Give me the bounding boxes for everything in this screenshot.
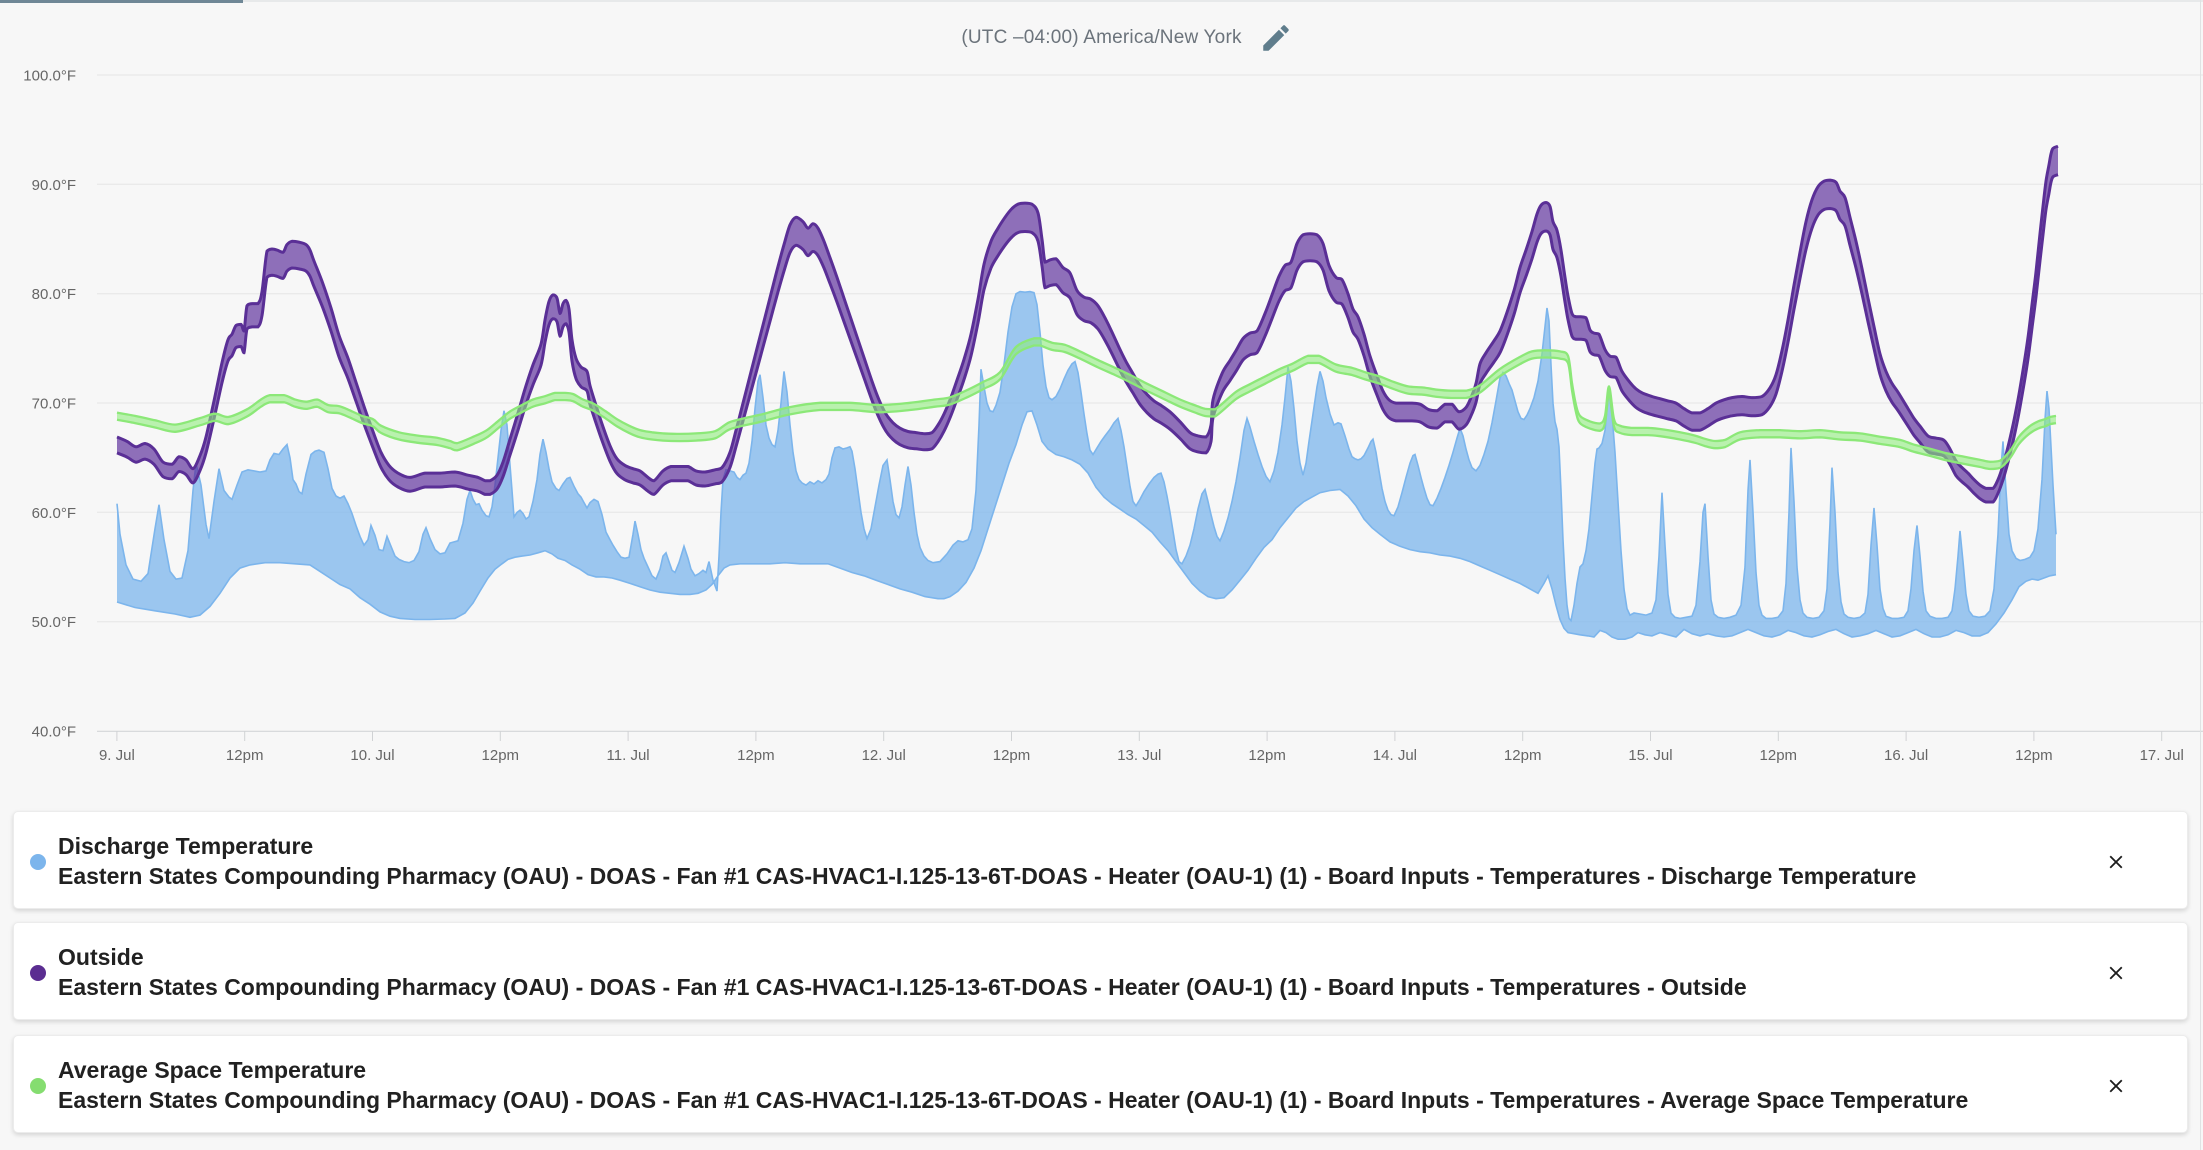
svg-text:50.0°F: 50.0°F <box>32 614 76 631</box>
svg-text:10. Jul: 10. Jul <box>350 747 394 764</box>
svg-text:12pm: 12pm <box>1760 747 1798 764</box>
svg-text:16. Jul: 16. Jul <box>1884 747 1928 764</box>
svg-text:12pm: 12pm <box>993 747 1031 764</box>
svg-text:12pm: 12pm <box>737 747 775 764</box>
svg-text:12pm: 12pm <box>1504 747 1542 764</box>
svg-text:11. Jul: 11. Jul <box>607 747 650 764</box>
svg-text:17. Jul: 17. Jul <box>2140 747 2184 764</box>
svg-text:12pm: 12pm <box>2015 747 2053 764</box>
svg-text:9. Jul: 9. Jul <box>99 747 135 764</box>
svg-text:40.0°F: 40.0°F <box>32 724 76 741</box>
svg-text:70.0°F: 70.0°F <box>32 396 76 413</box>
svg-text:14. Jul: 14. Jul <box>1373 747 1417 764</box>
svg-text:13. Jul: 13. Jul <box>1117 747 1161 764</box>
svg-text:80.0°F: 80.0°F <box>32 286 76 303</box>
svg-text:12pm: 12pm <box>226 747 264 764</box>
svg-text:60.0°F: 60.0°F <box>32 505 76 522</box>
svg-text:15. Jul: 15. Jul <box>1628 747 1672 764</box>
svg-text:12pm: 12pm <box>1248 747 1286 764</box>
svg-text:90.0°F: 90.0°F <box>32 177 76 194</box>
svg-text:12. Jul: 12. Jul <box>862 747 906 764</box>
svg-text:12pm: 12pm <box>482 747 520 764</box>
svg-text:100.0°F: 100.0°F <box>23 68 76 85</box>
